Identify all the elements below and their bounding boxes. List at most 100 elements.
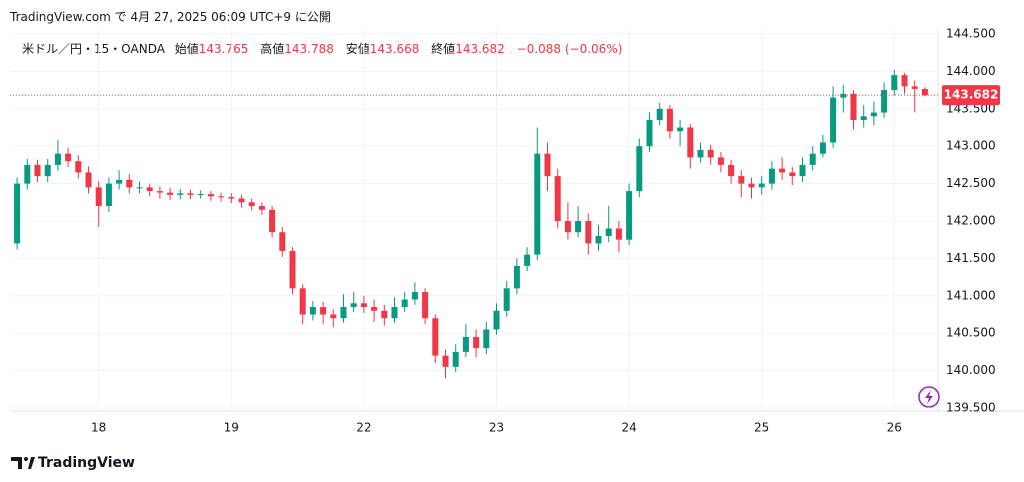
candle-body [513, 265, 520, 289]
candle-body [85, 172, 92, 188]
candle-body [24, 164, 31, 184]
candle-body [901, 75, 908, 87]
high-label: 高値 [260, 42, 285, 56]
candle-body [585, 221, 592, 244]
candle-body [207, 194, 214, 197]
candle-body [350, 303, 357, 308]
candle-body [707, 149, 714, 158]
last-price-label: 143.682 [944, 88, 999, 102]
candle-body [646, 120, 653, 147]
published-note: TradingView.com で 4月 27, 2025 06:09 UTC+… [10, 10, 331, 24]
y-tick-label: 142.000 [946, 214, 996, 228]
candle-body [830, 97, 837, 143]
candle-body [462, 336, 469, 352]
close-label: 終値 [431, 42, 456, 56]
candle-body [187, 193, 194, 195]
candle-body [544, 153, 551, 177]
candle-body [564, 221, 571, 233]
brand: TradingView [38, 455, 135, 471]
candle-body [136, 187, 143, 189]
y-tick-label: 144.000 [946, 64, 996, 78]
candle-body [309, 307, 316, 315]
candle-body [320, 307, 327, 315]
candle-body [34, 164, 41, 177]
candle-body [697, 149, 704, 158]
candle-body [789, 172, 796, 177]
candle-body [819, 142, 826, 154]
candle-body [840, 93, 847, 98]
candle-body [850, 93, 857, 121]
y-tick-label: 144.500 [946, 27, 996, 41]
candle-body [381, 310, 388, 319]
last-price-badge [942, 85, 1000, 106]
y-tick-label: 143.000 [946, 139, 996, 153]
candle-body [411, 292, 418, 300]
logo-icon [11, 457, 35, 469]
candle-body [779, 168, 786, 173]
candle-body [146, 187, 153, 192]
y-tick-label: 140.000 [946, 363, 996, 377]
candle-body [687, 127, 694, 158]
candle-body [177, 193, 184, 195]
candle-body [860, 116, 867, 121]
open-label: 始値 [174, 42, 199, 56]
candle-body [105, 183, 112, 207]
candle-body [717, 157, 724, 165]
candle-body [391, 307, 398, 319]
candle-body [401, 299, 408, 308]
x-tick-label: 26 [887, 421, 902, 435]
candle-body [238, 198, 245, 203]
candle-body [738, 176, 745, 184]
candle-body [524, 254, 531, 266]
candle-body [218, 196, 225, 198]
candle-body [258, 206, 265, 210]
candle-body [677, 127, 684, 132]
candle-body [422, 292, 429, 319]
x-tick-label: 24 [621, 421, 636, 435]
legend-header: 米ドル／円・15・OANDA 始値143.765 高値143.788 安値143… [22, 40, 630, 57]
candle-body [758, 183, 765, 188]
candle-body [371, 307, 378, 311]
y-tick-label: 139.500 [946, 401, 996, 415]
candle-body [44, 164, 51, 177]
candle-body [921, 88, 928, 96]
y-tick-label: 141.500 [946, 251, 996, 265]
candle-body [269, 209, 276, 233]
candle-body [799, 164, 806, 177]
low-value: 143.668 [369, 42, 420, 56]
open-value: 143.765 [198, 42, 249, 56]
x-tick-label: 19 [224, 421, 239, 435]
candle-body [870, 112, 877, 117]
candle-body [605, 228, 612, 236]
lightning-icon[interactable] [918, 386, 940, 408]
candle-body [615, 228, 622, 240]
candle-body [116, 179, 123, 184]
candle-body [809, 153, 816, 165]
candle-body [473, 336, 480, 349]
candle-body [14, 183, 21, 244]
candle-body [493, 310, 500, 330]
candle-body [891, 75, 898, 91]
candle-body [636, 146, 643, 192]
candle-body [156, 191, 163, 193]
candle-body [126, 179, 133, 188]
y-tick-label: 142.500 [946, 176, 996, 190]
x-tick-label: 23 [489, 421, 504, 435]
candle-body [881, 90, 888, 113]
candle-body [248, 202, 255, 207]
change: −0.088 (−0.06%) [516, 42, 623, 56]
plot: 139.500 140.000 140.500 141.000 141.500 142.0… [10, 27, 1000, 435]
y-tick-label: 141.000 [946, 288, 996, 302]
candle-body [228, 197, 235, 199]
candle-body [360, 303, 367, 308]
candle-body [626, 191, 633, 240]
x-tick-label: 25 [754, 421, 769, 435]
candle-body [299, 288, 306, 315]
candle-body [911, 86, 918, 89]
candle-body [289, 250, 296, 289]
candle-body [197, 194, 204, 196]
y-tick-label: 140.500 [946, 326, 996, 340]
candle-body [452, 351, 459, 367]
candle-body [534, 153, 541, 255]
